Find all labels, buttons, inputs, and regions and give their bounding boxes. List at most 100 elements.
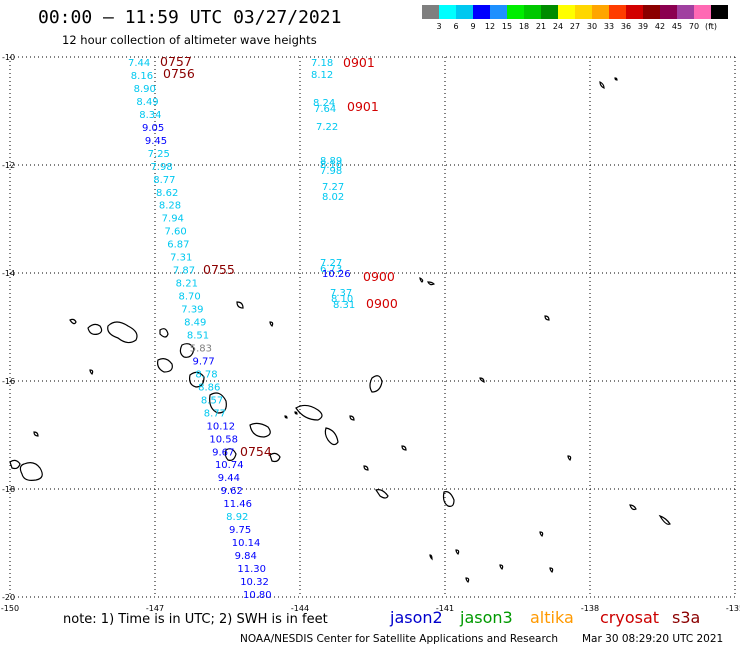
- island: [209, 392, 227, 414]
- swh-value: 8.57: [201, 395, 223, 406]
- swh-value: 8.86: [198, 382, 220, 393]
- island: [369, 375, 383, 393]
- island: [419, 277, 424, 283]
- legend-swatch: [490, 5, 507, 19]
- island: [629, 504, 637, 511]
- island: [429, 554, 433, 561]
- legend-swatch: [643, 5, 660, 19]
- swh-value: 8.90: [134, 84, 156, 95]
- swh-value: 9.45: [145, 136, 167, 147]
- island: [269, 452, 281, 463]
- swh-value: 9.67: [212, 447, 234, 458]
- swh-value: 8.89: [320, 156, 342, 167]
- swh-value: 8.34: [139, 110, 161, 121]
- swh-value: 9.75: [229, 525, 251, 536]
- island: [544, 315, 550, 321]
- island: [539, 531, 544, 538]
- island: [363, 465, 369, 471]
- swh-value: 10.58: [209, 434, 238, 445]
- swh-value: 8.92: [226, 512, 248, 523]
- swh-value: 7.44: [128, 58, 150, 69]
- lat-label: -10: [2, 53, 15, 62]
- legend-swatch: [456, 5, 473, 19]
- island: [189, 371, 205, 388]
- swh-value: 7.27: [320, 258, 342, 269]
- island: [89, 369, 94, 376]
- island: [9, 459, 21, 470]
- legend-swatch: [575, 5, 592, 19]
- legend-swatch: [660, 5, 677, 19]
- swh-value: 5.83: [190, 343, 212, 354]
- legend-swatch: [524, 5, 541, 19]
- swh-value: 7.31: [170, 253, 192, 264]
- legend-label: (ft): [704, 22, 718, 31]
- island: [159, 328, 169, 338]
- legend-swatch: [592, 5, 609, 19]
- legend-label: 70: [688, 22, 700, 31]
- swh-value: 11.46: [223, 499, 252, 510]
- island-outlines: [9, 77, 671, 584]
- island: [87, 323, 103, 335]
- swh-value: 8.77: [204, 408, 226, 419]
- units-note: note: 1) Time is in UTC; 2) SWH is in fe…: [63, 612, 328, 627]
- track-a-values: 7.44 8.16 8.90 8.49 8.34 9.05 9.45 7.25 7.98 8.77…: [128, 58, 272, 601]
- island: [157, 358, 173, 373]
- lat-label: -14: [2, 269, 15, 278]
- island: [107, 321, 138, 344]
- satellite-name: s3a: [672, 608, 701, 627]
- swh-value: 9.77: [193, 356, 215, 367]
- lat-label: -18: [2, 485, 15, 494]
- island: [179, 343, 195, 358]
- legend-label: 3: [436, 22, 442, 31]
- track-b-values: 7.188.128.247.647.228.898.107.987.278.02…: [311, 58, 355, 311]
- swh-value: 10.32: [240, 577, 269, 588]
- legend-swatch: [626, 5, 643, 19]
- legend-swatch: [558, 5, 575, 19]
- legend-swatch: [694, 5, 711, 19]
- island: [236, 301, 244, 309]
- legend-label: 12: [484, 22, 496, 31]
- swh-value: 8.78: [195, 369, 217, 380]
- island: [269, 321, 274, 328]
- swh-value: 10.80: [243, 590, 272, 601]
- legend-label: 33: [603, 22, 615, 31]
- island: [567, 455, 572, 462]
- lon-label: -135: [726, 604, 740, 613]
- time-label: 0756: [163, 66, 195, 81]
- page-title: 00:00 – 11:59 UTC 03/27/2021: [38, 7, 342, 28]
- swh-value: 7.22: [316, 122, 338, 133]
- swh-value: 7.37: [330, 288, 352, 299]
- time-label: 0901: [347, 99, 379, 114]
- swh-value: 9.84: [235, 551, 257, 562]
- island: [549, 567, 554, 574]
- legend-swatch: [507, 5, 524, 19]
- swh-value: 7.87: [173, 266, 195, 277]
- island: [465, 577, 470, 584]
- swh-value: 7.94: [162, 214, 184, 225]
- island: [479, 377, 485, 383]
- legend-label: 15: [501, 22, 513, 31]
- swh-value: 7.25: [148, 149, 170, 160]
- legend-label: 39: [637, 22, 649, 31]
- swh-value: 8.77: [153, 175, 175, 186]
- island: [599, 81, 605, 89]
- page-subtitle: 12 hour collection of altimeter wave hei…: [62, 33, 317, 47]
- island: [375, 489, 389, 499]
- lon-label: -147: [146, 604, 164, 613]
- time-label: 0900: [363, 269, 395, 284]
- swh-value: 8.51: [187, 330, 209, 341]
- island: [658, 514, 671, 525]
- legend-swatch: [711, 5, 728, 19]
- swh-value: 10.74: [215, 460, 244, 471]
- axis-labels: -10 -12 -14 -16 -18 -20 -150 -147 -144 -141 -138 -1…: [1, 53, 740, 613]
- island: [324, 427, 339, 446]
- satellite-name: altika: [530, 608, 574, 627]
- swh-value: 8.49: [184, 318, 206, 329]
- island: [284, 415, 288, 419]
- time-label: 0754: [240, 444, 272, 459]
- swh-value: 8.24: [313, 98, 335, 109]
- island: [69, 318, 77, 325]
- legend-label: 36: [620, 22, 632, 31]
- swh-value: 7.98: [150, 162, 172, 173]
